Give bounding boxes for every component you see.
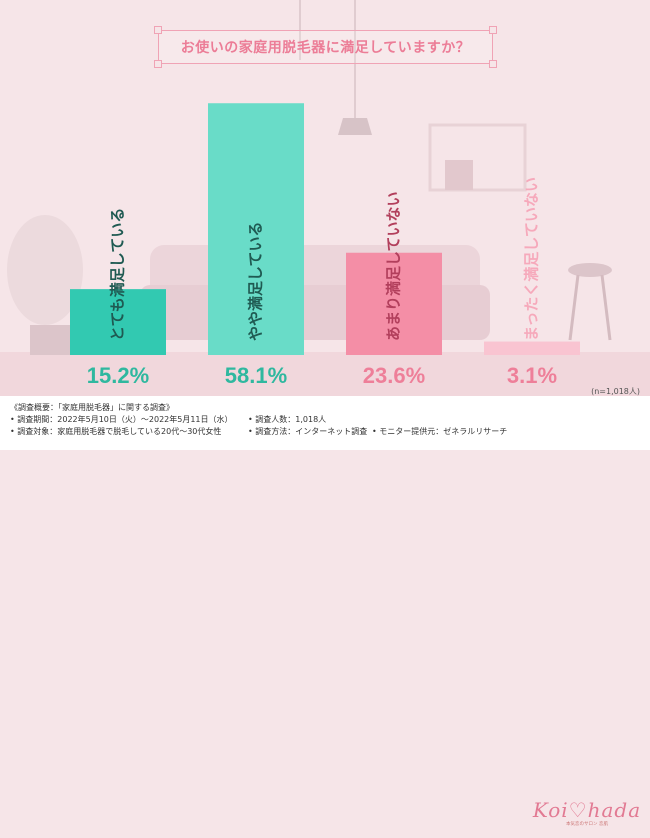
value-label-3: 23.6% (363, 363, 425, 388)
category-label-4: まったく満足していない (523, 177, 541, 341)
survey-notes: 《調査概要：「家庭用脱毛器」に関する調査》 • 調査期間：2022年5月10日（… (0, 396, 650, 827)
logo-text: Koi♡hada (532, 798, 642, 822)
koihada-logo: Koi♡hada 本気恋のサロン 恋肌 (532, 798, 642, 838)
sample-size: (n=1,018人) (591, 387, 640, 396)
value-label-4: 3.1% (507, 363, 557, 388)
frame-corner (154, 26, 162, 34)
value-label-2: 58.1% (225, 363, 287, 388)
category-label-2: やや満足している (247, 221, 265, 341)
survey-target: • 調査対象：家庭用脱毛器で脱毛している20代～30代女性 (10, 427, 222, 436)
title-frame: お使いの家庭用脱毛器に満足していますか？ (154, 26, 497, 68)
room-background (0, 0, 650, 396)
survey-provider: • モニター提供元：ゼネラルリサーチ (372, 427, 508, 436)
bar-2 (208, 103, 304, 355)
survey-period: • 調査期間：2022年5月10日（火）～2022年5月11日（水） (10, 415, 233, 424)
frame-corner (489, 60, 497, 68)
frame-corner (489, 26, 497, 34)
frame-corner (154, 60, 162, 68)
category-label-3: あまり満足していない (385, 191, 403, 341)
bar-1 (70, 289, 166, 355)
category-label-1: とても満足している (109, 208, 127, 341)
survey-method: • 調査方法：インターネット調査 (248, 427, 368, 436)
survey-overview: 《調査概要：「家庭用脱毛器」に関する調査》 (10, 403, 174, 412)
bar-4 (484, 341, 580, 355)
value-label-1: 15.2% (87, 363, 149, 388)
survey-count: • 調査人数：1,018人 (248, 415, 327, 424)
chart-stage: お使いの家庭用脱毛器に満足していますか？ とても満足している 15.2% やや満足し… (0, 0, 650, 396)
bar-3 (346, 252, 442, 355)
bar-chart: とても満足している 15.2% やや満足している 58.1% あまり満足していない 23.… (70, 103, 580, 388)
chart-title: お使いの家庭用脱毛器に満足していますか？ (180, 40, 471, 56)
